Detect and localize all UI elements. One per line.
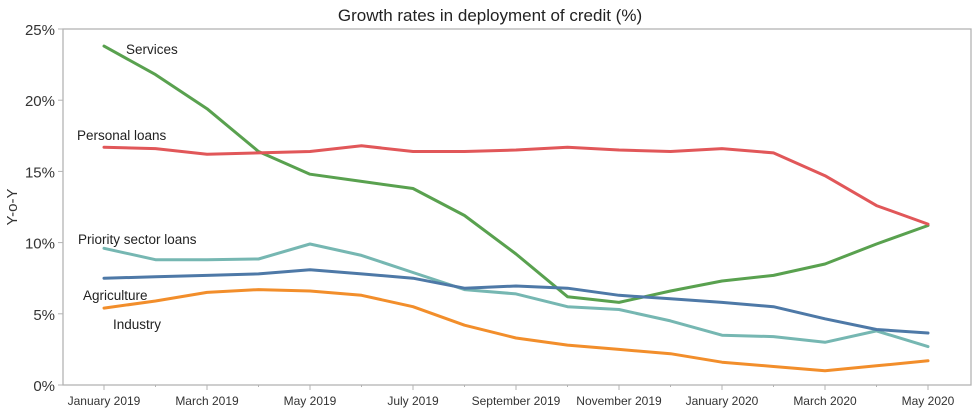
x-axis: January 2019 March 2019 May 2019 July 2019 S… (68, 385, 955, 408)
series-line-industry (102, 288, 930, 373)
x-tick-label: September 2019 (472, 394, 561, 408)
y-tick-label: 15% (25, 164, 55, 181)
series-label-agriculture: Agriculture (83, 288, 148, 303)
series-line-agriculture (102, 268, 930, 335)
y-tick-label: 20% (25, 93, 55, 110)
y-tick-label: 0% (33, 378, 55, 395)
series-line-services (102, 44, 930, 304)
x-tick-label: November 2019 (576, 394, 662, 408)
x-tick-label: March 2020 (793, 394, 857, 408)
y-tick-label: 10% (25, 236, 55, 253)
x-tick-label: January 2020 (686, 394, 759, 408)
series-label-personal-loans: Personal loans (77, 128, 167, 143)
x-tick-label: May 2019 (284, 394, 337, 408)
plot-frame (62, 28, 972, 386)
series-label-industry: Industry (113, 317, 161, 332)
series-label-priority-sector-loans: Priority sector loans (78, 232, 197, 247)
series-line-personal-loans (102, 144, 930, 226)
series-label-services: Services (126, 42, 178, 57)
x-tick-label: May 2020 (902, 394, 955, 408)
y-axis-label: Y-o-Y (4, 189, 21, 226)
series-lines (102, 44, 930, 373)
series-labels: Services Personal loans Priority sector lo… (77, 42, 197, 332)
y-axis: 0% 5% 10% 15% 20% 25% (25, 22, 63, 395)
series-line-priority-sector-loans (102, 242, 930, 349)
x-tick-label: July 2019 (387, 394, 439, 408)
x-tick-label: March 2019 (175, 394, 239, 408)
x-tick-label: January 2019 (68, 394, 141, 408)
y-tick-label: 5% (33, 307, 55, 324)
chart-title: Growth rates in deployment of credit (%) (338, 6, 642, 25)
y-tick-label: 25% (25, 22, 55, 39)
